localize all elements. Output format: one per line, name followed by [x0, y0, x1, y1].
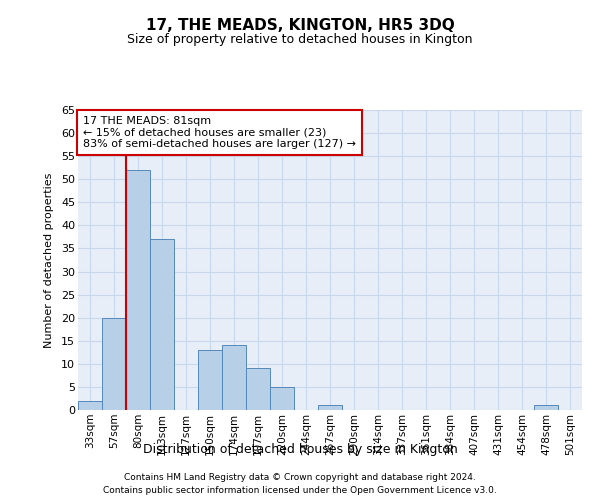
Bar — [222, 346, 246, 410]
Bar — [270, 387, 294, 410]
Text: 17 THE MEADS: 81sqm
← 15% of detached houses are smaller (23)
83% of semi-detach: 17 THE MEADS: 81sqm ← 15% of detached ho… — [83, 116, 356, 149]
Bar — [534, 406, 558, 410]
Bar — [246, 368, 270, 410]
Text: Contains HM Land Registry data © Crown copyright and database right 2024.: Contains HM Land Registry data © Crown c… — [124, 472, 476, 482]
Bar — [78, 401, 102, 410]
Bar — [198, 350, 222, 410]
Bar — [318, 406, 342, 410]
Text: 17, THE MEADS, KINGTON, HR5 3DQ: 17, THE MEADS, KINGTON, HR5 3DQ — [146, 18, 454, 32]
Text: Contains public sector information licensed under the Open Government Licence v3: Contains public sector information licen… — [103, 486, 497, 495]
Text: Size of property relative to detached houses in Kington: Size of property relative to detached ho… — [127, 32, 473, 46]
Bar — [102, 318, 126, 410]
Text: Distribution of detached houses by size in Kington: Distribution of detached houses by size … — [143, 442, 457, 456]
Bar — [150, 239, 174, 410]
Y-axis label: Number of detached properties: Number of detached properties — [44, 172, 54, 348]
Bar — [126, 170, 150, 410]
